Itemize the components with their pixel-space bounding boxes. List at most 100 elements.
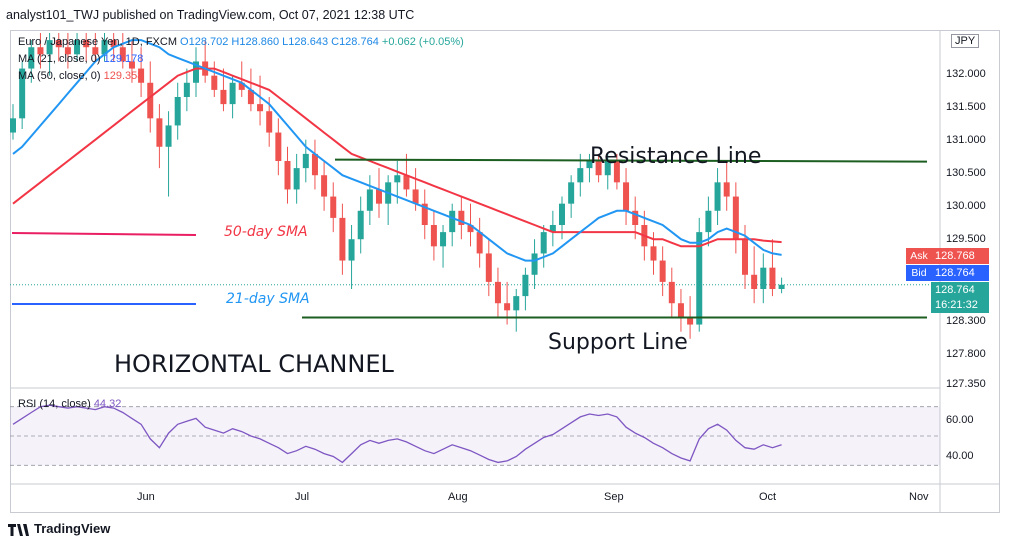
candle-body (193, 61, 199, 83)
candle-body (247, 89, 254, 105)
currency-badge[interactable]: JPY (951, 34, 980, 48)
sma50-label: 50-day SMA (224, 224, 308, 240)
legend-symbol-row: Euro / Japanese Yen, 1D, FXCM O128.702 H… (18, 36, 464, 48)
x-tick-label: Aug (448, 491, 468, 503)
candle-body (284, 161, 291, 190)
candle-body (449, 210, 456, 233)
chart-frame[interactable] (10, 30, 1000, 513)
legend-rsi-row[interactable]: RSI (14, close) 44.32 (18, 398, 121, 410)
candle-body (147, 82, 154, 119)
candle-body (293, 168, 300, 190)
candle-body (55, 40, 62, 48)
candle-body (458, 210, 465, 225)
x-tick-label: Jul (295, 491, 310, 503)
legend-change: +0.062 (+0.05%) (381, 36, 464, 48)
candle-body (412, 189, 419, 204)
candle-body (174, 97, 181, 126)
x-tick-label: Oct (759, 491, 777, 503)
candle-body (540, 232, 547, 254)
candle-body (275, 132, 282, 161)
y-tick-label: 130.000 (946, 200, 986, 212)
y-tick-label: 131.000 (946, 134, 986, 146)
candle-body (19, 68, 26, 119)
y-tick-label: 127.800 (946, 348, 986, 360)
rsi-line (12, 404, 782, 464)
y-tick-label: 127.350 (946, 378, 986, 390)
candle-body (257, 104, 264, 112)
candle-body (705, 210, 712, 233)
candle-body (650, 246, 657, 261)
candle-body (128, 61, 135, 69)
candle-body (586, 161, 593, 169)
candle-body (696, 232, 703, 325)
y-tick-label: 130.500 (946, 167, 986, 179)
candle-body (394, 175, 401, 183)
footer-brand: TradingView (34, 521, 111, 536)
candle-body (339, 217, 346, 261)
candle-body (101, 40, 108, 55)
candle-body (110, 40, 117, 48)
y-tick-label: 129.500 (946, 233, 986, 245)
candle-body (549, 225, 556, 233)
y-tick-label: 128.300 (946, 315, 986, 327)
candle-body (778, 284, 785, 289)
x-tick-label: Nov (909, 491, 929, 503)
candle-body (357, 210, 364, 240)
tradingview-footer[interactable]: TradingView (8, 521, 110, 536)
candle-body (421, 203, 428, 225)
candle-body (769, 267, 776, 289)
candle-body (348, 239, 355, 261)
candle-body (742, 239, 748, 275)
legend-symbol: Euro / Japanese Yen, 1D, FXCM (18, 36, 177, 48)
candle-body (659, 260, 666, 282)
candle-body (504, 303, 511, 311)
candle-body (677, 303, 684, 318)
legend-ma21-row[interactable]: MA (21, close, 0) 129.178 (18, 53, 143, 65)
candle-body (83, 40, 90, 48)
candle-body (513, 296, 520, 311)
resistance-line (334, 158, 928, 163)
candle-body (623, 182, 630, 211)
candle-body (28, 47, 35, 69)
candle-body (183, 82, 190, 97)
legend-ma21-value: 129.178 (103, 53, 144, 65)
ask-label: Ask (906, 248, 932, 264)
publisher-header: analyst101_TWJ published on TradingView.… (0, 0, 1009, 30)
candle-body (92, 47, 99, 55)
sma21-label: 21-day SMA (226, 291, 310, 307)
candle-body (64, 47, 71, 55)
rsi-tick-label: 60.00 (946, 414, 974, 426)
legend-rsi-value: 44.32 (93, 398, 122, 410)
candle-body (467, 225, 474, 233)
support-line-label: Support Line (548, 330, 688, 355)
candle-body (311, 153, 318, 176)
candle-body (74, 40, 81, 55)
candle-body (595, 161, 602, 176)
candle-body (613, 161, 620, 183)
candle-body (687, 317, 694, 325)
candle-body (366, 189, 373, 211)
x-tick-label: Jun (137, 491, 155, 503)
candle-body (531, 253, 538, 275)
tradingview-logo-icon (8, 523, 29, 536)
candle-body (321, 175, 328, 197)
legend-ohlc: O128.702 H128.860 L128.643 C128.764 (180, 36, 379, 48)
bar-countdown-tag: 16:21:32 (931, 297, 989, 313)
last-price-tag: 128.764 (931, 282, 989, 298)
candle-body (732, 196, 739, 240)
ma21-line (12, 39, 782, 262)
legend-ma50-row[interactable]: MA (50, close, 0) 129.358 (18, 70, 143, 82)
legend-ma21-label: MA (21, close, 0) (18, 53, 101, 65)
candle-body (302, 153, 309, 169)
ma50-line (12, 67, 782, 248)
candle-body (476, 232, 483, 254)
candle-body (211, 75, 218, 90)
candle-body (138, 68, 145, 83)
candle-body (522, 274, 529, 297)
candle-body (376, 189, 382, 204)
candle-body (330, 196, 337, 218)
candle-body (37, 47, 44, 55)
legend-rsi-label: RSI (14, close) (18, 398, 91, 410)
candle-body (668, 281, 675, 304)
